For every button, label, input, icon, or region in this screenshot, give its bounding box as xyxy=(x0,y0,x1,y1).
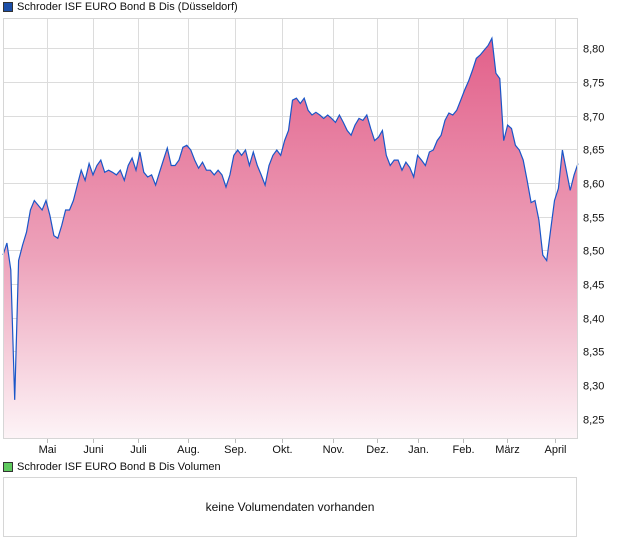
y-tick-label: 8,50 xyxy=(583,246,604,258)
price-legend-label: Schroder ISF EURO Bond B Dis (Düsseldorf… xyxy=(17,1,238,13)
y-tick-label: 8,40 xyxy=(583,314,604,326)
x-tick-label: Okt. xyxy=(272,444,292,456)
plot-frame xyxy=(3,18,578,439)
y-tick-label: 8,35 xyxy=(583,347,604,359)
x-tick-label: Dez. xyxy=(366,444,389,456)
y-tick-label: 8,65 xyxy=(583,145,604,157)
x-tick-label: Juni xyxy=(83,444,103,456)
no-volume-message: keine Volumendaten vorhanden xyxy=(205,500,375,514)
volume-panel: keine Volumendaten vorhanden xyxy=(3,477,577,537)
price-legend-swatch xyxy=(3,2,13,12)
y-tick-label: 8,80 xyxy=(583,44,604,56)
y-tick-label: 8,55 xyxy=(583,213,604,225)
y-tick-label: 8,45 xyxy=(583,280,604,292)
x-tick-label: Sep. xyxy=(224,444,247,456)
volume-legend: Schroder ISF EURO Bond B Dis Volumen xyxy=(3,461,221,473)
x-tick-label: Mai xyxy=(39,444,57,456)
price-legend: Schroder ISF EURO Bond B Dis (Düsseldorf… xyxy=(3,1,238,13)
x-tick-label: Aug. xyxy=(177,444,200,456)
x-tick-label: Jan. xyxy=(408,444,429,456)
x-tick-label: April xyxy=(544,444,566,456)
y-tick-label: 8,25 xyxy=(583,415,604,427)
volume-legend-swatch xyxy=(3,462,13,472)
y-tick-label: 8,70 xyxy=(583,112,604,124)
x-tick-label: März xyxy=(495,444,519,456)
y-tick-label: 8,75 xyxy=(583,78,604,90)
x-tick-label: Nov. xyxy=(323,444,345,456)
price-area xyxy=(3,38,578,439)
y-tick-label: 8,60 xyxy=(583,179,604,191)
price-line xyxy=(2,36,579,400)
y-tick-label: 8,30 xyxy=(583,381,604,393)
x-tick-label: Juli xyxy=(130,444,147,456)
volume-legend-label: Schroder ISF EURO Bond B Dis Volumen xyxy=(17,461,221,473)
x-tick-label: Feb. xyxy=(452,444,474,456)
price-chart: 8,25 8,30 8,35 8,40 8,45 8,50 8,55 8,60 8,65 8,70… xyxy=(2,18,604,456)
